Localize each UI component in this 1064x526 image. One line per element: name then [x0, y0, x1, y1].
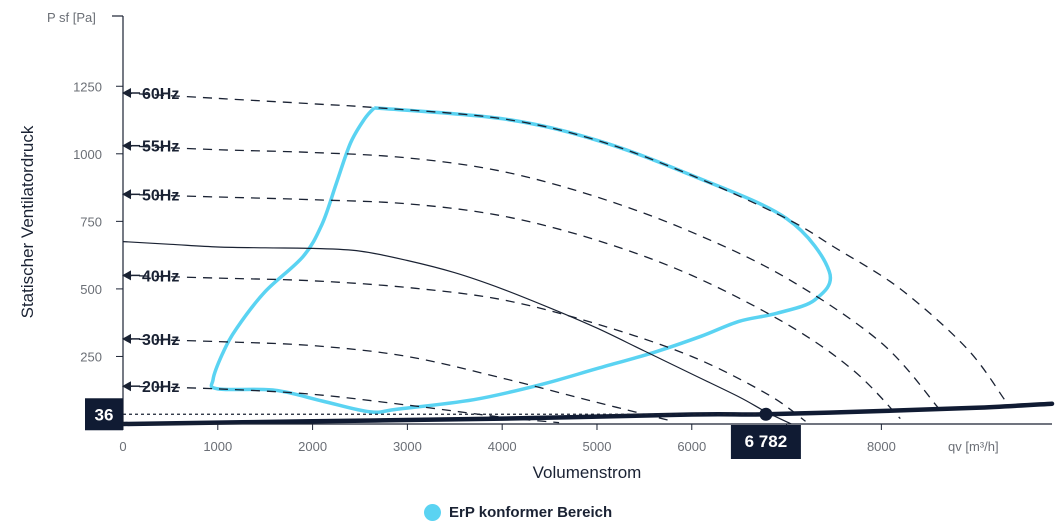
x-tick-label: 0 — [119, 439, 126, 454]
arrow-55hz-icon — [122, 140, 131, 151]
y-value-badge-text: 36 — [95, 405, 114, 424]
legend[interactable]: ErP konformer Bereich — [424, 502, 612, 522]
y-axis-title: Statischer Ventilatordruck — [18, 125, 37, 318]
system-curve — [120, 401, 1055, 427]
curve-55hz — [122, 145, 939, 409]
curve-40hz — [122, 274, 806, 422]
arrow-40hz-icon — [122, 270, 131, 281]
x-tick-label: 8000 — [867, 439, 896, 454]
fan-curve-layer — [122, 241, 792, 425]
arrow-30hz-icon — [122, 333, 131, 344]
x-value-badge — [730, 425, 801, 459]
fan-curve — [122, 241, 792, 425]
curve-30hz — [122, 338, 673, 422]
x-tick-label: 5000 — [583, 439, 612, 454]
legend-marker-icon — [424, 503, 441, 521]
y-tick-label: 500 — [80, 282, 102, 297]
x-unit-label: qv [m³/h] — [948, 439, 999, 454]
y-value-badge — [85, 398, 123, 431]
arrow-60hz-icon — [122, 88, 131, 98]
legend-label: ErP konformer Bereich — [449, 503, 613, 521]
label-30hz: 30Hz — [142, 332, 179, 349]
label-55hz: 55Hz — [142, 139, 179, 156]
erp-region-layer — [209, 106, 833, 415]
x-value-badge-text: 6 782 — [745, 432, 788, 451]
arrow-20hz-icon — [122, 381, 131, 392]
x-tick-label: 1000 — [203, 439, 232, 454]
curve-50hz — [122, 193, 901, 420]
label-20hz: 20Hz — [142, 379, 179, 396]
curve-60hz — [122, 92, 1006, 401]
x-tick-label: 2000 — [298, 439, 327, 454]
x-axis-title: Volumenstrom — [533, 463, 642, 482]
label-50hz: 50Hz — [142, 187, 179, 204]
y-unit-label: P sf [Pa] — [47, 10, 96, 25]
x-tick-label: 3000 — [393, 439, 422, 454]
y-tick-label: 1250 — [73, 79, 102, 94]
curve-20hz — [122, 385, 560, 424]
x-tick-label: 4000 — [488, 439, 517, 454]
x-tick-label: 6000 — [677, 439, 706, 454]
y-tick-label: 750 — [80, 214, 102, 229]
arrow-50hz-icon — [122, 189, 131, 200]
y-tick-label: 250 — [80, 350, 102, 365]
operating-point-layer: 36 6 782 — [85, 398, 801, 459]
operating-point-marker — [759, 407, 773, 421]
frequency-curves-layer: 60Hz 55Hz 50Hz 40Hz 30Hz 20Hz — [122, 86, 1006, 424]
label-40hz: 40Hz — [142, 268, 179, 285]
system-curve-layer — [120, 401, 1055, 427]
erp-region-outline — [209, 106, 833, 415]
y-tick-label: 1000 — [73, 147, 102, 162]
label-60hz: 60Hz — [142, 86, 179, 103]
